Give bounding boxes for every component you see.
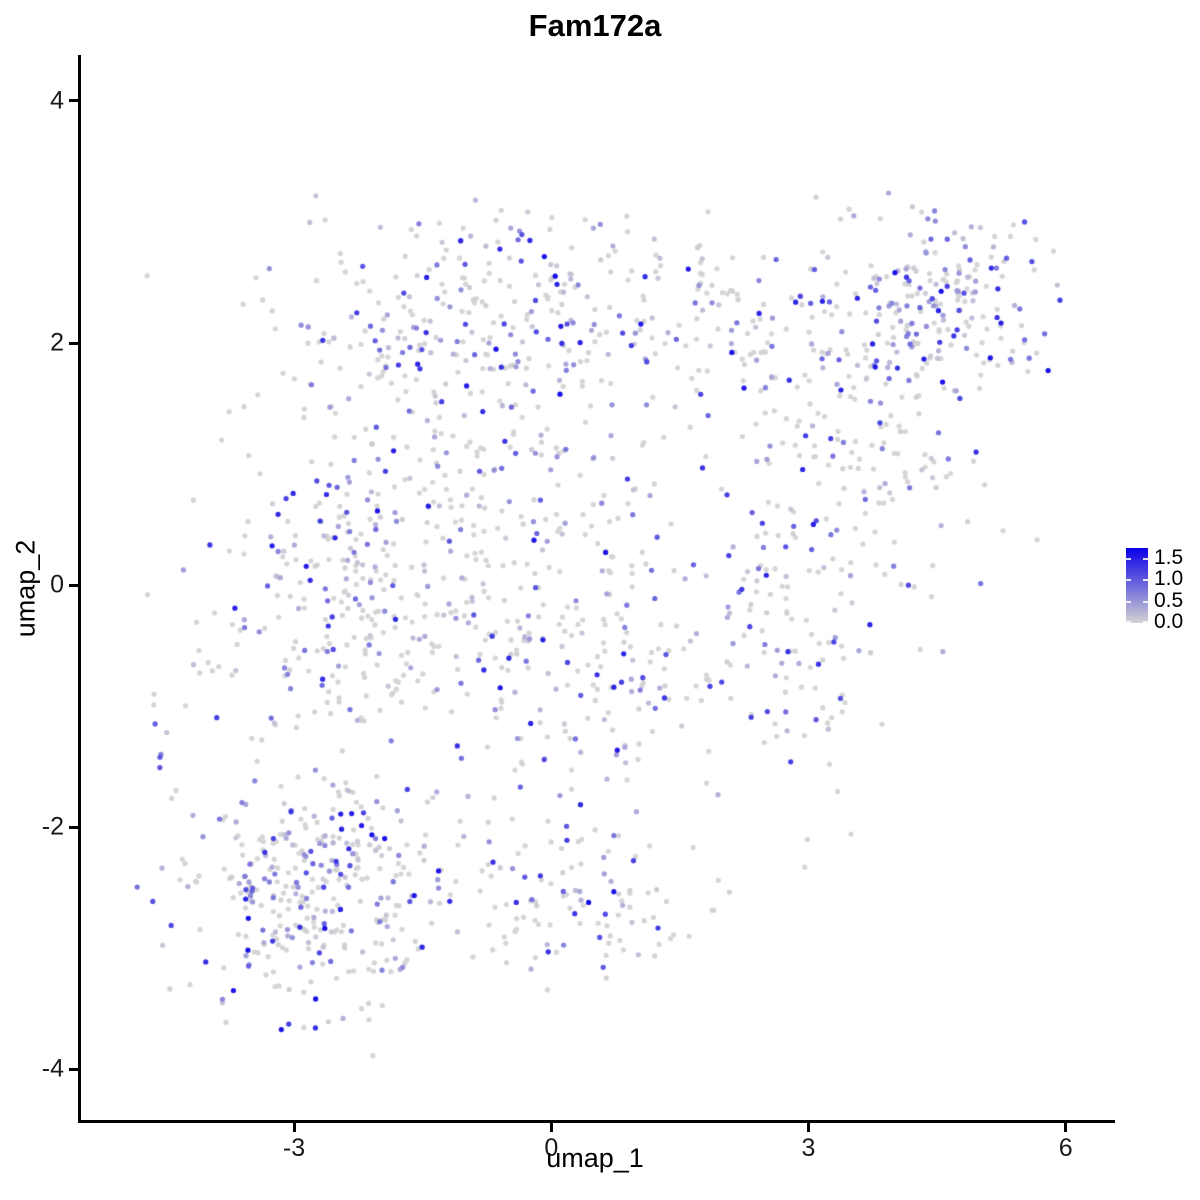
colorbar-gradient bbox=[1126, 548, 1148, 623]
x-tick-label: 6 bbox=[1058, 1134, 1073, 1162]
y-axis-title: umap_2 bbox=[10, 539, 41, 638]
expression-colorbar-legend: 1.5 1.0 0.5 0.0 bbox=[1126, 546, 1200, 638]
colorbar-tick bbox=[1126, 558, 1131, 561]
y-tick-mark bbox=[69, 825, 78, 829]
x-tick-mark bbox=[292, 1123, 296, 1132]
colorbar-tick bbox=[1126, 621, 1131, 623]
colorbar-label: 1.5 bbox=[1154, 546, 1184, 570]
x-tick-mark bbox=[1064, 1123, 1068, 1132]
y-tick-mark bbox=[69, 99, 78, 103]
plot-panel bbox=[78, 55, 1115, 1123]
colorbar-tick bbox=[1126, 579, 1131, 582]
x-tick-label: -3 bbox=[282, 1134, 306, 1162]
x-tick-label: 3 bbox=[801, 1134, 816, 1162]
y-tick-mark bbox=[69, 341, 78, 345]
y-tick-label: 2 bbox=[50, 328, 64, 357]
colorbar-label: 0.0 bbox=[1154, 610, 1184, 634]
x-tick-mark bbox=[549, 1123, 553, 1132]
y-tick-label: 0 bbox=[50, 570, 64, 599]
x-axis-title: umap_1 bbox=[546, 1143, 644, 1173]
y-tick-label: -4 bbox=[41, 1054, 64, 1083]
x-tick-label: 0 bbox=[544, 1134, 559, 1162]
y-tick-mark bbox=[69, 1067, 78, 1071]
scatter-points-canvas bbox=[81, 55, 1115, 1120]
y-tick-label: 4 bbox=[50, 86, 64, 115]
plot-title: Fam172a bbox=[528, 8, 662, 43]
y-tick-mark bbox=[69, 583, 78, 587]
colorbar-tick bbox=[1126, 600, 1131, 603]
x-tick-mark bbox=[806, 1123, 810, 1132]
colorbar-label: 1.0 bbox=[1154, 567, 1184, 591]
colorbar-tick bbox=[1143, 600, 1148, 603]
colorbar-label: 0.5 bbox=[1154, 588, 1184, 612]
colorbar-tick bbox=[1143, 579, 1148, 582]
y-tick-label: -2 bbox=[41, 812, 64, 841]
colorbar-tick bbox=[1143, 558, 1148, 561]
colorbar-tick bbox=[1143, 621, 1148, 623]
